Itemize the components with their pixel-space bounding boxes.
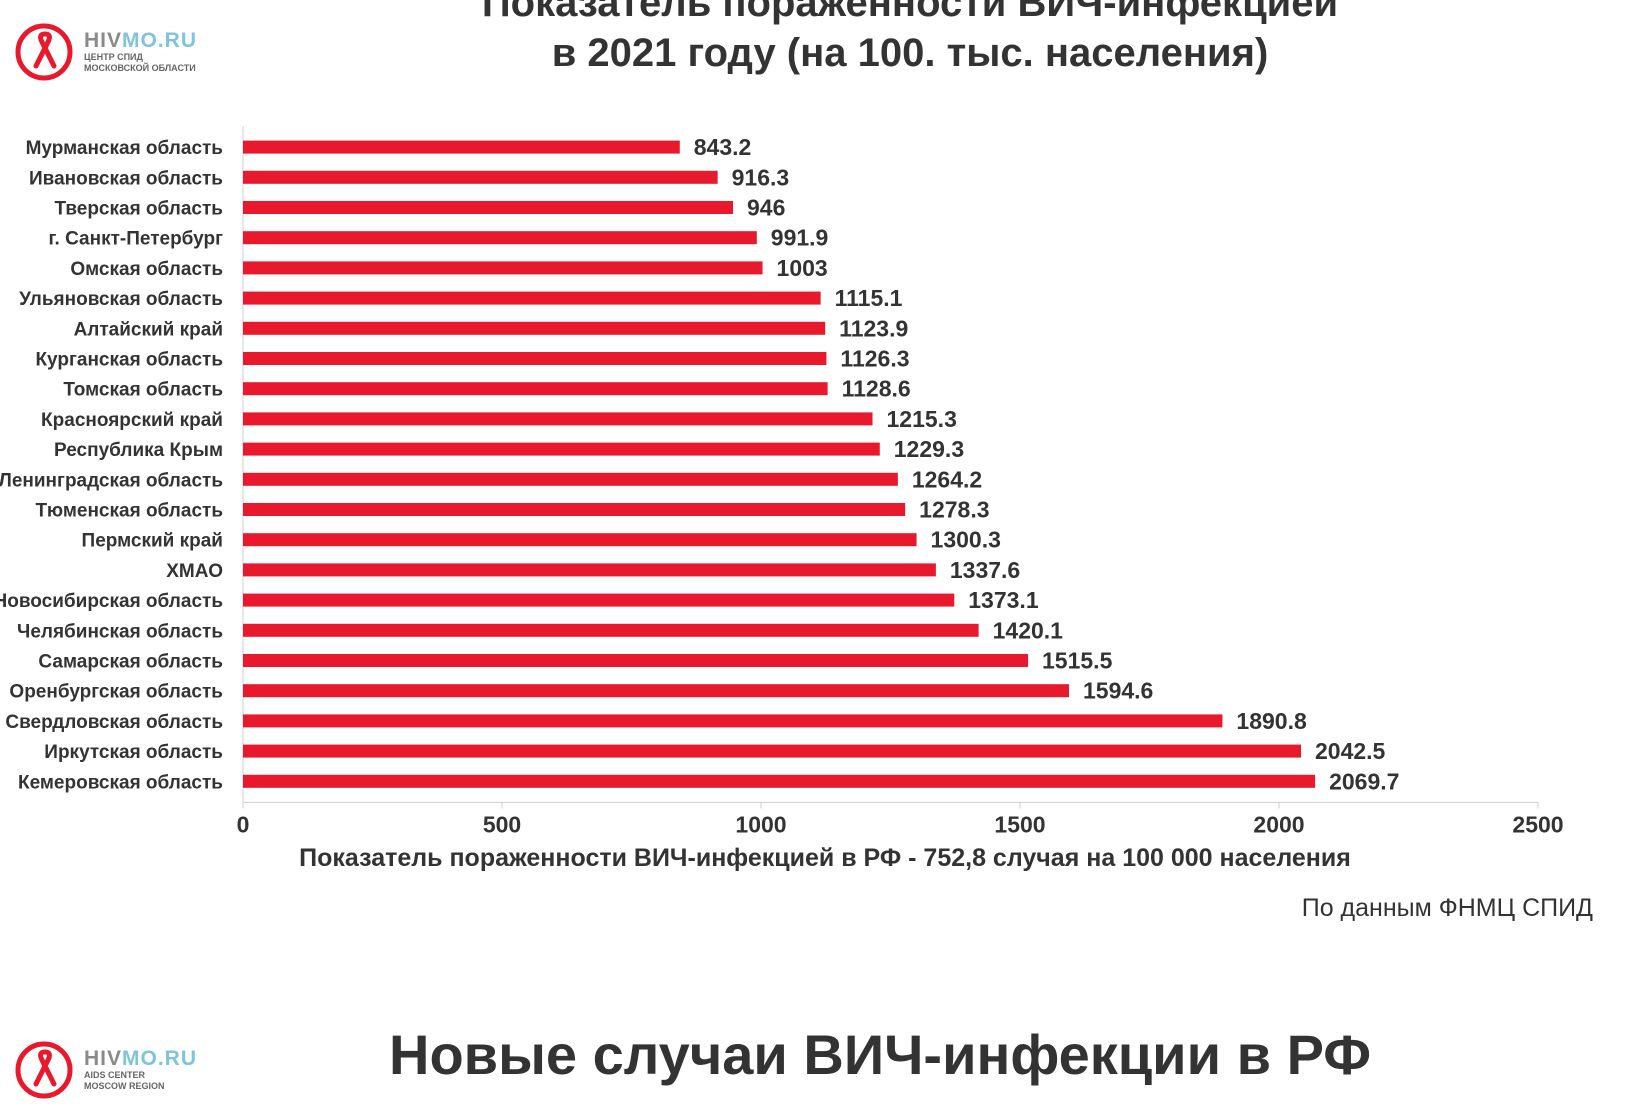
data-label: 1373.1: [968, 587, 1039, 613]
data-label: 1115.1: [835, 285, 903, 311]
bar: [243, 533, 917, 547]
category-label: г. Санкт-Петербург: [49, 229, 224, 250]
data-label: 1594.6: [1083, 678, 1153, 704]
data-label: 916.3: [732, 164, 790, 190]
x-tick-label: 1000: [735, 811, 786, 837]
chart-title: Показатель пораженности ВИЧ-инфекцией в …: [300, 0, 1520, 78]
category-label: Томская область: [63, 380, 223, 401]
logo-subtitle-line2: MOSCOW REGION: [84, 1081, 165, 1091]
bar: [243, 684, 1070, 698]
category-label: Иркутская область: [44, 742, 223, 763]
bar: [243, 352, 827, 365]
logo-top: HIVMO.RU Центр СПИД Московской области: [14, 22, 197, 82]
bar: [243, 140, 680, 154]
data-label: 2069.7: [1329, 768, 1399, 794]
bar: [243, 321, 826, 335]
category-label: Тюменская область: [36, 501, 224, 522]
bar: [243, 291, 821, 305]
x-tick-label: 500: [483, 811, 521, 837]
data-label: 1300.3: [931, 527, 1001, 553]
category-label: Оренбургская область: [9, 682, 223, 703]
category-label: Кемеровская область: [18, 772, 223, 793]
data-label: 843.2: [694, 134, 752, 160]
bar: [243, 472, 898, 486]
data-label: 991.9: [771, 225, 829, 251]
category-label: Омская область: [70, 259, 223, 280]
category-label: Ивановская область: [29, 168, 223, 189]
category-label: Красноярский край: [41, 410, 223, 431]
red-ribbon-icon: [15, 1041, 73, 1099]
logo-name: HIVMO.RU: [84, 1047, 198, 1070]
bar: [243, 563, 936, 577]
category-label: Ленинградская область: [0, 470, 223, 491]
bar: [243, 503, 906, 516]
bar: [243, 654, 1029, 667]
data-label: 1215.3: [887, 406, 957, 432]
category-label: Алтайский край: [74, 319, 223, 340]
data-label: 1278.3: [919, 497, 989, 523]
category-label: Свердловская область: [5, 712, 223, 733]
category-label: Челябинская область: [17, 621, 223, 642]
bar: [243, 261, 763, 275]
bar-chart: 0 500 1000 1500 2000 2500 Мурманская область 84…: [0, 126, 1564, 837]
chart-title-line2: в 2021 году (на 100. тыс. населения): [551, 31, 1269, 75]
logo-bottom: HIVMO.RU AIDS CENTER MOSCOW REGION: [14, 1040, 197, 1100]
bar: [243, 774, 1316, 788]
red-ribbon-icon: [15, 23, 73, 81]
bar: [243, 593, 955, 607]
data-label: 1420.1: [993, 617, 1064, 643]
x-tick-label: 2000: [1253, 811, 1304, 837]
bar: [243, 714, 1223, 728]
x-axis-caption: Показатель пораженности ВИЧ-инфекцией в …: [299, 844, 1351, 872]
bar: [243, 231, 757, 245]
data-label: 1264.2: [912, 466, 982, 492]
logo-subtitle-line1: AIDS CENTER: [84, 1070, 146, 1080]
bar: [243, 201, 734, 214]
data-label: 1890.8: [1236, 708, 1307, 734]
data-label: 1229.3: [894, 436, 964, 462]
next-slide-title: Новые случаи ВИЧ-инфекции в РФ: [389, 1023, 1371, 1086]
logo-subtitle-line2: Московской области: [84, 63, 196, 73]
category-label: Самарская область: [38, 652, 223, 673]
data-label: 2042.5: [1315, 738, 1386, 764]
bar: [243, 623, 979, 637]
category-label: Пермский край: [82, 531, 223, 552]
category-label: Новосибирская область: [0, 591, 223, 612]
bar: [243, 442, 880, 456]
category-label: Республика Крым: [54, 440, 223, 461]
bar: [243, 744, 1302, 758]
logo-subtitle-line1: Центр СПИД: [84, 52, 143, 62]
data-label: 1515.5: [1042, 648, 1113, 674]
logo-name: HIVMO.RU: [84, 29, 198, 52]
category-label: Тверская область: [54, 199, 223, 220]
x-tick-label: 1500: [994, 811, 1045, 837]
data-label: 1128.6: [842, 376, 911, 402]
bar: [243, 170, 718, 184]
bar: [243, 382, 828, 396]
category-label: Мурманская область: [26, 138, 223, 159]
source-note: По данным ФНМЦ СПИД: [1301, 894, 1593, 922]
data-label: 946: [747, 195, 785, 221]
bar: [243, 412, 873, 426]
x-tick-label: 0: [237, 811, 250, 837]
data-label: 1123.9: [839, 315, 908, 341]
category-label: Ульяновская область: [19, 289, 223, 310]
chart-title-line1: Показатель пораженности ВИЧ-инфекцией: [481, 0, 1339, 25]
data-label: 1337.6: [950, 557, 1020, 583]
category-label: Курганская область: [35, 350, 223, 371]
x-tick-label: 2500: [1512, 811, 1563, 837]
data-label: 1003: [777, 255, 828, 281]
data-label: 1126.3: [840, 346, 909, 372]
category-label: ХМАО: [166, 561, 223, 582]
